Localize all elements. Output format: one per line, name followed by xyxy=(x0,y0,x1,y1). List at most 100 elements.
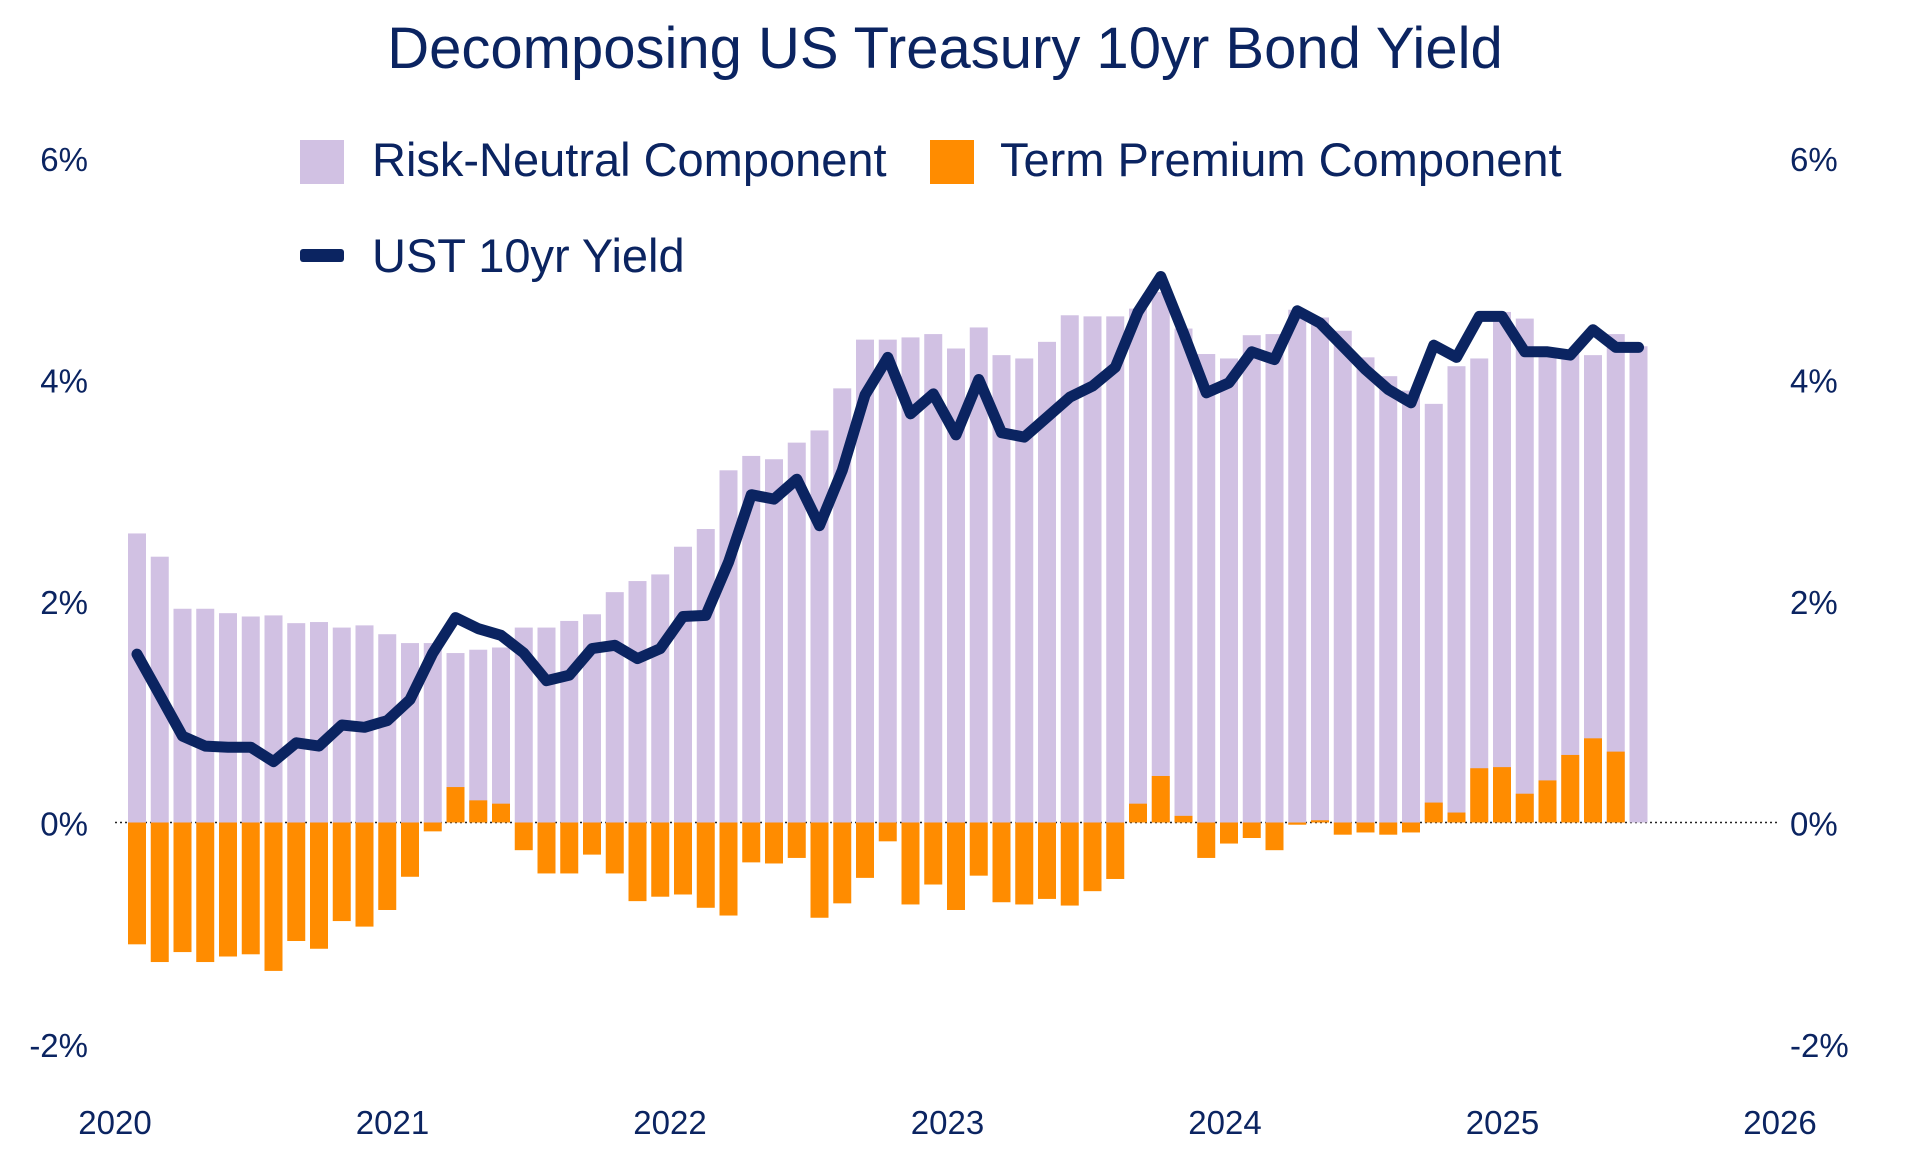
term-premium-bar xyxy=(1447,812,1466,823)
risk-neutral-bar xyxy=(1083,316,1102,823)
term-premium-bar xyxy=(583,822,601,855)
term-premium-bar xyxy=(1470,768,1489,823)
term-premium-bar xyxy=(765,822,783,864)
y-tick-label-left: 2% xyxy=(40,584,88,621)
x-tick-label: 2021 xyxy=(356,1104,429,1141)
term-premium-bar xyxy=(787,822,806,858)
term-premium-bar xyxy=(514,822,533,851)
risk-neutral-bar xyxy=(1402,390,1420,823)
risk-neutral-bar xyxy=(628,581,647,823)
term-premium-bar xyxy=(628,822,647,902)
term-premium-bar xyxy=(1424,802,1443,823)
x-tick-label: 2024 xyxy=(1188,1104,1261,1141)
term-premium-bar xyxy=(1015,822,1034,905)
risk-neutral-bar xyxy=(1060,315,1079,823)
risk-neutral-bar xyxy=(446,653,465,823)
term-premium-bar xyxy=(810,822,829,918)
term-premium-bar xyxy=(1174,815,1193,823)
risk-neutral-bar xyxy=(1129,308,1147,823)
term-premium-bar xyxy=(401,822,419,877)
risk-neutral-bar xyxy=(1379,376,1398,823)
term-premium-bar xyxy=(878,822,897,842)
x-tick-label: 2020 xyxy=(78,1104,151,1141)
risk-neutral-bar xyxy=(1288,309,1307,823)
term-premium-bar xyxy=(446,787,465,823)
risk-neutral-bar xyxy=(310,622,328,823)
y-tick-label-left: -2% xyxy=(29,1027,88,1064)
term-premium-bar xyxy=(742,822,761,863)
term-premium-bar xyxy=(173,822,192,953)
term-premium-bar xyxy=(241,822,260,955)
term-premium-bar xyxy=(651,822,670,897)
term-premium-bar xyxy=(833,822,852,904)
term-premium-bar xyxy=(1333,822,1352,835)
term-premium-bar xyxy=(1242,822,1261,839)
term-premium-bar xyxy=(264,822,283,971)
risk-neutral-bar xyxy=(560,620,579,823)
risk-neutral-bars xyxy=(128,292,1648,823)
risk-neutral-bar xyxy=(992,355,1011,823)
y-tick-label-left: 4% xyxy=(40,363,88,400)
risk-neutral-bar xyxy=(469,649,488,823)
risk-neutral-bar xyxy=(1447,366,1466,823)
term-premium-bar xyxy=(287,822,306,942)
risk-neutral-bar xyxy=(128,533,146,823)
legend-label: Term Premium Component xyxy=(1000,133,1562,186)
risk-neutral-bar xyxy=(1356,357,1375,823)
term-premium-bar xyxy=(856,822,874,878)
risk-neutral-bar xyxy=(401,643,419,823)
term-premium-bar xyxy=(310,822,328,949)
risk-neutral-bar xyxy=(1515,318,1534,823)
axes: -2% -2% 0% 0% 2% 2% 4% 4% 6% 6% 2020 2021 2022 2023 20… xyxy=(29,141,1848,1141)
risk-neutral-bar xyxy=(1561,354,1580,823)
term-premium-bars xyxy=(128,738,1625,971)
legend-label: UST 10yr Yield xyxy=(372,229,685,282)
term-premium-bar xyxy=(1311,820,1329,823)
risk-neutral-bar xyxy=(537,627,556,823)
term-premium-bar xyxy=(696,822,715,908)
term-premium-bar xyxy=(332,822,351,922)
risk-neutral-bar xyxy=(1424,403,1443,823)
risk-neutral-bar xyxy=(378,634,397,823)
term-premium-bar xyxy=(469,800,488,823)
risk-neutral-bar xyxy=(1197,354,1216,823)
x-tick-label: 2023 xyxy=(911,1104,984,1141)
term-premium-bar xyxy=(1038,822,1056,899)
y-tick-label-right: -2% xyxy=(1790,1027,1849,1064)
x-tick-label: 2026 xyxy=(1743,1104,1816,1141)
risk-neutral-bar xyxy=(1220,358,1238,823)
risk-neutral-bar xyxy=(241,616,260,823)
term-premium-bar xyxy=(674,822,692,895)
x-tick-label: 2022 xyxy=(633,1104,706,1141)
risk-neutral-bar xyxy=(264,615,283,823)
term-premium-bar xyxy=(1515,793,1534,823)
term-premium-bar xyxy=(1538,780,1557,823)
risk-neutral-bar xyxy=(924,334,943,823)
risk-neutral-bar xyxy=(651,574,670,823)
risk-neutral-bar xyxy=(833,388,852,823)
term-premium-bar xyxy=(1197,822,1216,858)
term-premium-bar xyxy=(969,822,988,876)
risk-neutral-bar xyxy=(1493,311,1511,823)
term-premium-bar xyxy=(1265,822,1284,851)
risk-neutral-bar xyxy=(787,442,806,823)
yield-line xyxy=(131,271,1644,768)
yield-line-layer xyxy=(131,271,1644,768)
risk-neutral-bar xyxy=(742,455,761,823)
risk-neutral-bar xyxy=(196,608,215,823)
risk-neutral-bar xyxy=(1174,328,1193,823)
term-premium-bar xyxy=(378,822,397,910)
term-premium-bar xyxy=(947,822,965,910)
term-premium-bar xyxy=(992,822,1011,903)
y-tick-label-right: 2% xyxy=(1790,584,1838,621)
term-premium-bar xyxy=(1129,803,1147,823)
risk-neutral-bar xyxy=(583,614,601,823)
y-tick-label-right: 0% xyxy=(1790,806,1838,843)
legend-swatch xyxy=(300,140,344,184)
risk-neutral-bar xyxy=(1629,346,1648,823)
term-premium-bar xyxy=(1379,822,1398,835)
risk-neutral-bar xyxy=(878,339,897,823)
risk-neutral-bar xyxy=(969,327,988,823)
